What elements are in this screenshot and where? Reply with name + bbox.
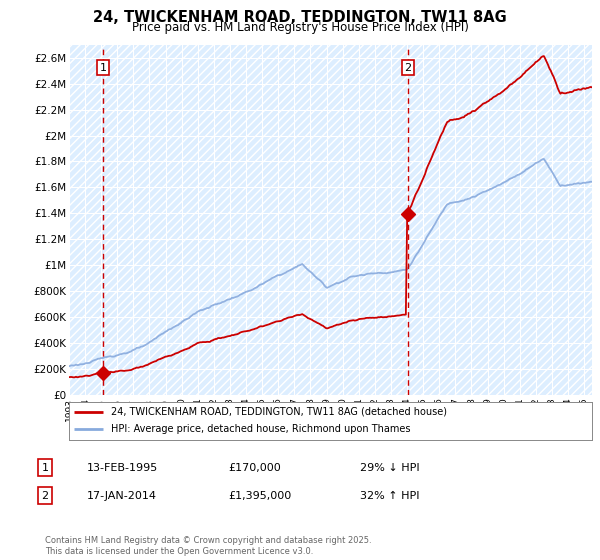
Text: £1,395,000: £1,395,000	[228, 491, 291, 501]
Text: Contains HM Land Registry data © Crown copyright and database right 2025.
This d: Contains HM Land Registry data © Crown c…	[45, 536, 371, 556]
Text: 32% ↑ HPI: 32% ↑ HPI	[360, 491, 419, 501]
Text: 17-JAN-2014: 17-JAN-2014	[87, 491, 157, 501]
Text: Price paid vs. HM Land Registry's House Price Index (HPI): Price paid vs. HM Land Registry's House …	[131, 21, 469, 34]
Text: 24, TWICKENHAM ROAD, TEDDINGTON, TW11 8AG: 24, TWICKENHAM ROAD, TEDDINGTON, TW11 8A…	[93, 10, 507, 25]
Text: 13-FEB-1995: 13-FEB-1995	[87, 463, 158, 473]
Text: 2: 2	[404, 63, 412, 73]
Text: 1: 1	[41, 463, 49, 473]
Text: £170,000: £170,000	[228, 463, 281, 473]
Text: 1: 1	[100, 63, 107, 73]
Text: 29% ↓ HPI: 29% ↓ HPI	[360, 463, 419, 473]
Text: 2: 2	[41, 491, 49, 501]
Text: 24, TWICKENHAM ROAD, TEDDINGTON, TW11 8AG (detached house): 24, TWICKENHAM ROAD, TEDDINGTON, TW11 8A…	[111, 407, 447, 417]
Text: HPI: Average price, detached house, Richmond upon Thames: HPI: Average price, detached house, Rich…	[111, 424, 410, 435]
